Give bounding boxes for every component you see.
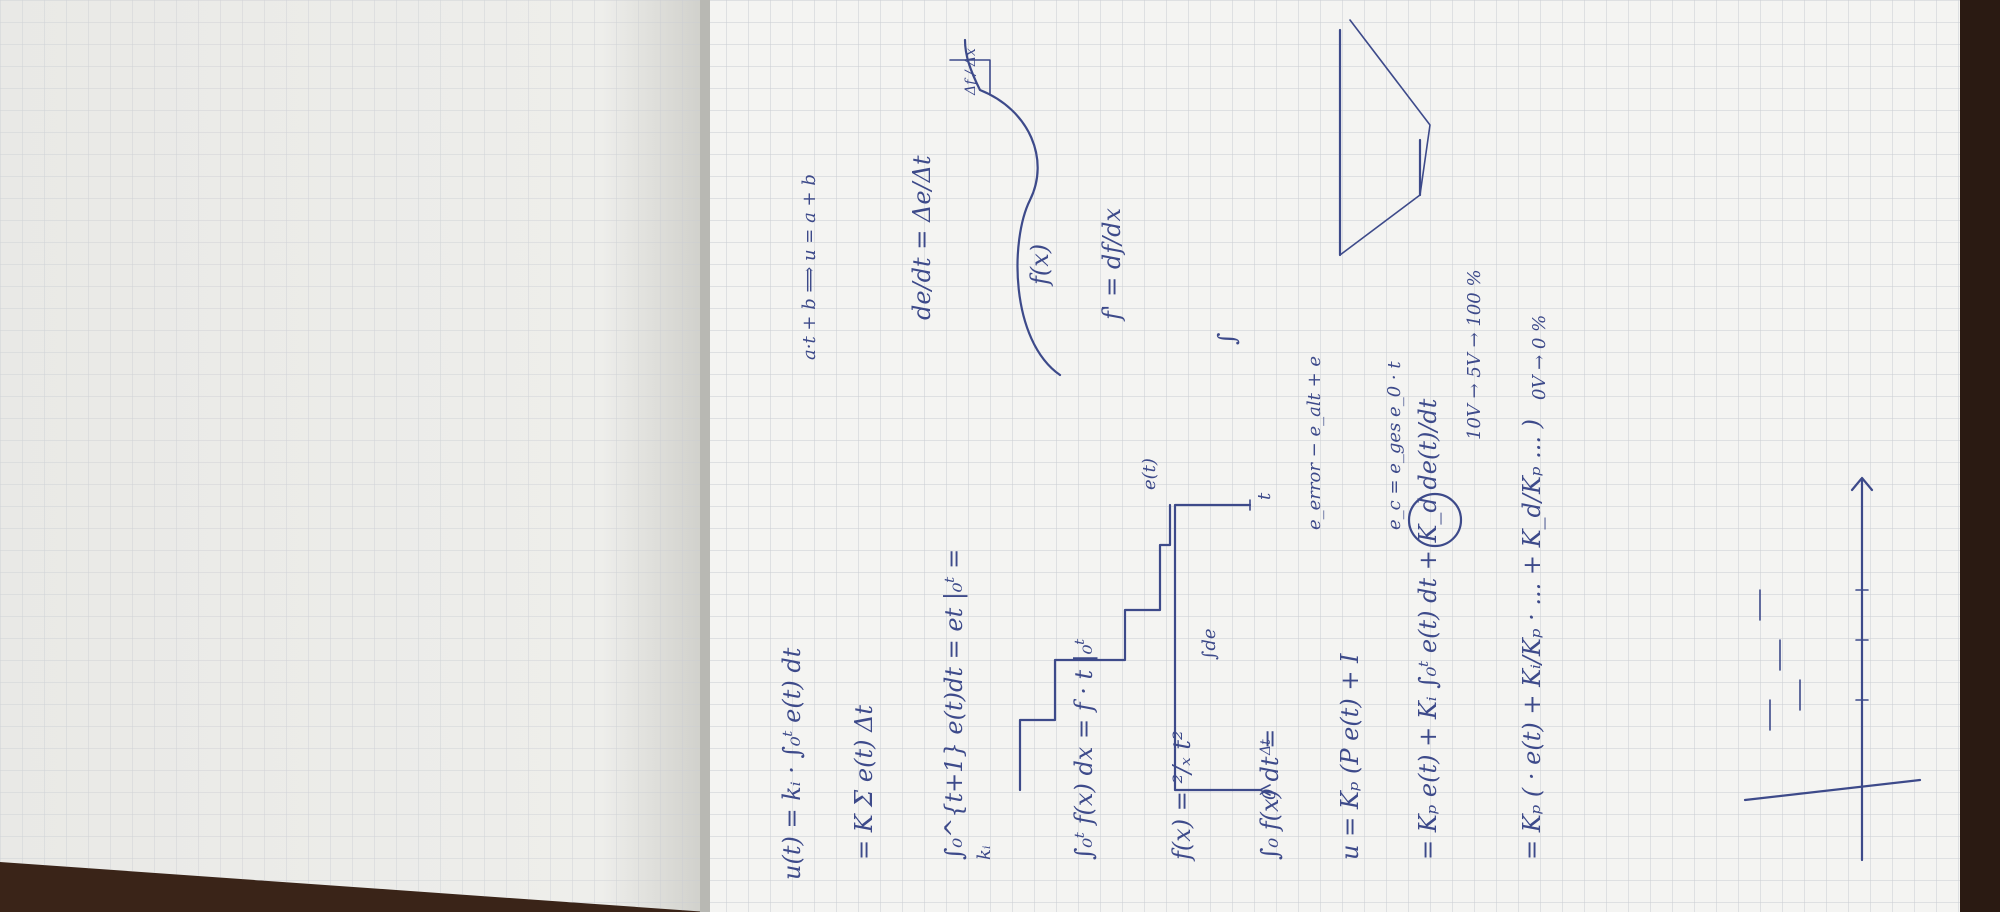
eq-fx-t2: f(x) = ²/ₓ t² (1168, 730, 1196, 862)
eq-sum: = K Σ e(t) Δt (850, 705, 878, 860)
eq-pid-factored: = Kₚ ( · e(t) + Kᵢ/Kₚ · ... + K_d/Kₚ ...… (1518, 419, 1546, 860)
eq-integral-fx: ∫₀ᵗ f(x) dx = f · t |₀ᵗ (1070, 639, 1099, 860)
fx-curve-sketch (963, 38, 1062, 377)
eq-u-pid-def: u = Kₚ (P e(t) + I (1336, 653, 1364, 860)
step-points-bottom (1759, 589, 1801, 731)
eq-slope-intercept: a·t + b ⟹ u = a + b (799, 174, 820, 360)
label-fx-curve: f(x) (1026, 244, 1054, 287)
eq-f-prime: f' = df/dx (1098, 207, 1126, 322)
tangent-triangle (949, 59, 991, 96)
step-plot-axes (1173, 503, 1262, 792)
step-plot-steps (1018, 503, 1172, 792)
left-page (0, 0, 712, 912)
eq-ec: e_c = e_ges e_0 · t (1384, 361, 1405, 530)
vertical-axis-bottom (1743, 778, 1922, 802)
eq-pid-expanded: = Kₚ e(t) + Kᵢ ∫₀ᵗ e(t) dt + K_d de(t)/d… (1414, 398, 1442, 860)
circled-kd (1407, 492, 1463, 548)
eq-derivative: de/dt = Δe/Δt (908, 155, 936, 320)
label-de: ∫de (1199, 628, 1220, 660)
label-integral-sign: ∫ (1213, 332, 1241, 345)
eq-u-integral: u(t) = kᵢ · ∫₀ᵗ e(t) dt (778, 647, 806, 880)
label-et: e(t) (1139, 458, 1160, 490)
label-ki: kᵢ (974, 845, 995, 860)
sketches (949, 19, 1922, 862)
handwritten-notes: u(t) = kᵢ · ∫₀ᵗ e(t) dt = K Σ e(t) Δt ∫₀… (778, 48, 1550, 880)
label-t-axis: t (1254, 492, 1275, 500)
eq-e-error: e_error − e_alt + e (1304, 356, 1325, 530)
eq-volts-10: 10V → 5V → 100 % (1464, 269, 1485, 440)
eq-volts-0: 0V → 0 % (1529, 315, 1550, 400)
ramp-line (1339, 19, 1431, 256)
step-plot-arrow (1259, 784, 1271, 796)
label-delta-t: Δt (1258, 739, 1274, 756)
eq-integral-et: ∫₀^{t+1} e(t)dt = et |₀ᵗ = (940, 549, 969, 860)
time-axis (1850, 476, 1874, 862)
